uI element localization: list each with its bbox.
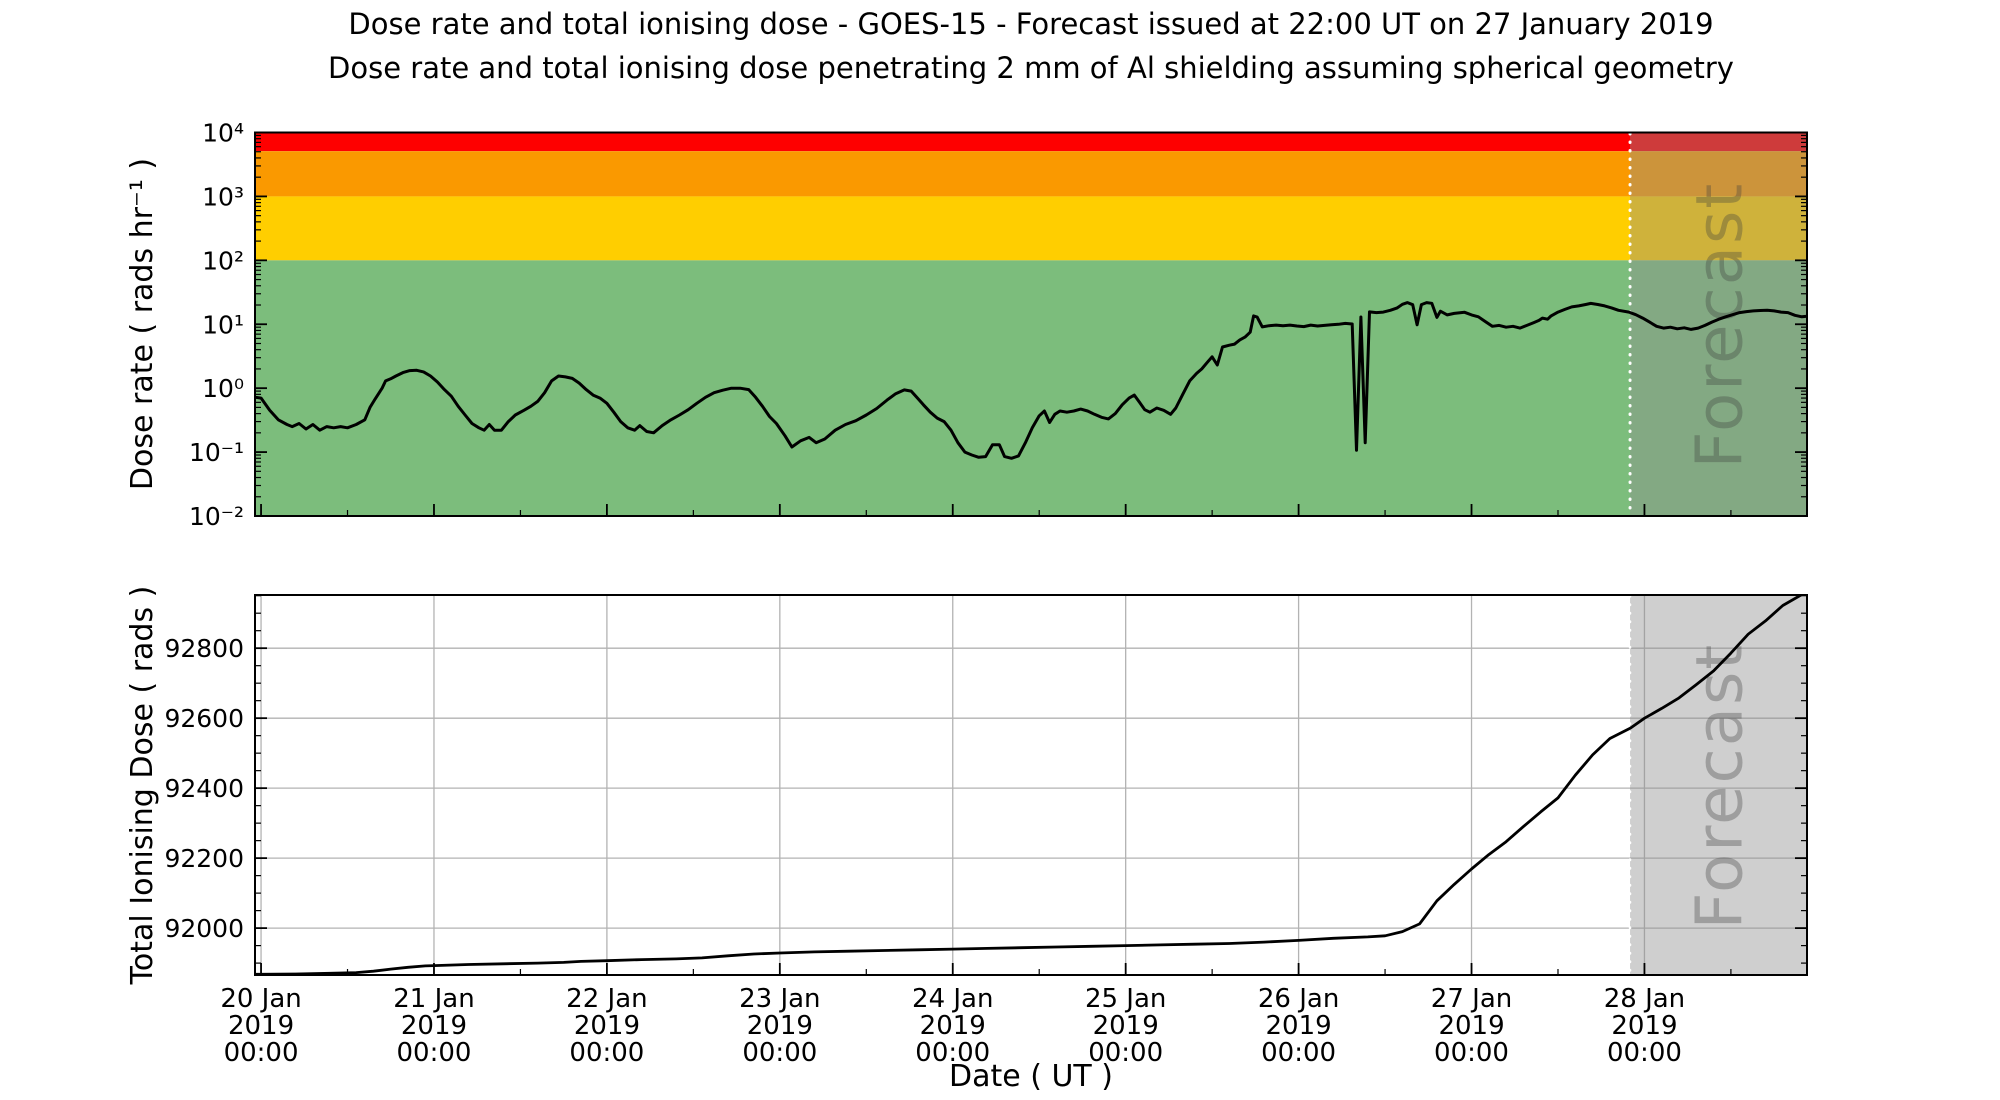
- y-tick-label: 92800: [164, 634, 244, 663]
- x-tick-label: 27 Jan 2019 00:00: [1431, 984, 1512, 1068]
- dose-rate-line: [255, 301, 1807, 460]
- forecast-watermark: Forecast: [1684, 182, 1758, 469]
- x-tick-label: 28 Jan 2019 00:00: [1604, 984, 1685, 1068]
- x-tick-label: 23 Jan 2019 00:00: [739, 984, 820, 1068]
- forecast-watermark: Forecast: [1684, 643, 1758, 930]
- total-dose-plot-border: [254, 594, 1808, 976]
- x-axis-label: Date ( UT ): [949, 1059, 1113, 1094]
- y-tick-label: 92600: [164, 704, 244, 733]
- forecast-region: [1630, 595, 1807, 975]
- x-tick-label: 22 Jan 2019 00:00: [566, 984, 647, 1068]
- y-tick-label: 10²: [202, 246, 244, 275]
- total-dose-line: [255, 595, 1804, 975]
- alert-band-red-alert: [255, 132, 1807, 152]
- grid: [255, 595, 1807, 975]
- total-dose-chart: Forecast 92000 92200 92400 92600 92800 20 Jan 2…: [164, 594, 1808, 1068]
- total-dose-axes: 92000 92200 92400 92600 92800: [164, 595, 1807, 975]
- y-tick-label: 92400: [164, 774, 244, 803]
- y-tick-label: 10¹: [202, 310, 244, 339]
- figure-subtitle: Dose rate and total ionising dose penetr…: [328, 51, 1734, 85]
- forecast-region: [1630, 132, 1807, 516]
- x-tick-label: 24 Jan 2019 00:00: [912, 984, 993, 1068]
- alert-band-quiet-green: [255, 260, 1807, 516]
- total-dose-y-axis-label: Total Ionising Dose ( rads ): [125, 586, 160, 986]
- y-tick-label: 10⁴: [202, 119, 244, 148]
- y-tick-label: 10⁻²: [189, 502, 244, 531]
- x-tick-label: 20 Jan 2019 00:00: [220, 984, 301, 1068]
- alert-band-orange-alert: [255, 151, 1807, 197]
- y-tick-label: 10³: [202, 182, 244, 211]
- alert-band-yellow-alert: [255, 196, 1807, 261]
- dose-rate-plot-border: [254, 131, 1808, 517]
- x-tick-label: 26 Jan 2019 00:00: [1258, 984, 1339, 1068]
- y-tick-label: 10⁻¹: [189, 438, 244, 467]
- y-tick-label: 92200: [164, 844, 244, 873]
- dose-rate-y-axis-label: Dose rate ( rads hr⁻¹ ): [125, 158, 160, 490]
- y-tick-label: 10⁰: [202, 374, 244, 403]
- dose-rate-chart: Forecast 10⁴ 10³ 10² 10¹ 10⁰ 10⁻¹ 10⁻²: [189, 119, 1808, 531]
- x-tick-label: 21 Jan 2019 00:00: [393, 984, 474, 1068]
- figure-title: Dose rate and total ionising dose - GOES…: [348, 7, 1713, 41]
- x-tick-label: 25 Jan 2019 00:00: [1085, 984, 1166, 1068]
- y-tick-label: 92000: [164, 914, 244, 943]
